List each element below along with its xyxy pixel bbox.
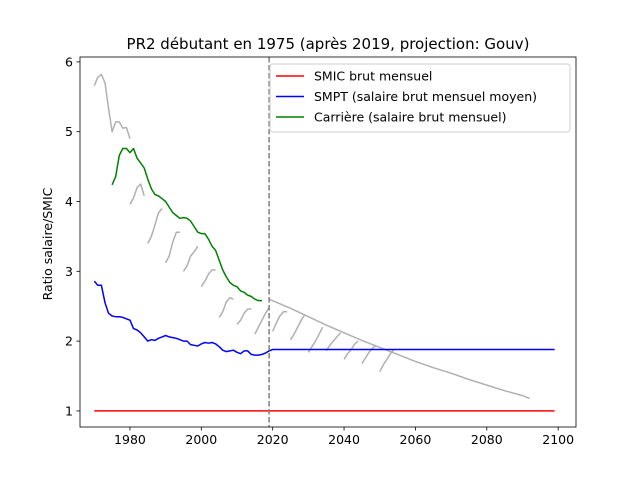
y-tick-label: 2 — [65, 334, 73, 349]
y-tick-label: 1 — [65, 403, 73, 418]
series-line-career-segment-19 — [268, 298, 530, 400]
series-line-carrière — [111, 147, 262, 302]
y-tick-label: 3 — [65, 264, 73, 279]
series-line-career-segment-9 — [218, 297, 234, 318]
legend-label: SMIC brut mensuel — [314, 69, 432, 84]
y-axis-label: Ratio salaire/SMIC — [40, 187, 55, 300]
series-line-career-segment-4 — [129, 183, 145, 205]
series-line-career-segment-14 — [307, 326, 324, 353]
plot-area: 1980 2000 2020 2040 2060 2080 2100 1 2 3 4 5 6 — [65, 54, 577, 447]
series-line-career-segment-13 — [289, 314, 306, 341]
x-tick-label: 1980 — [114, 432, 146, 447]
x-tick-label: 2000 — [185, 432, 217, 447]
axes-frame — [79, 56, 577, 428]
y-tick-label: 4 — [65, 194, 73, 209]
chart-title: PR2 débutant en 1975 (après 2019, projec… — [127, 35, 530, 53]
x-tick-label: 2020 — [257, 432, 289, 447]
series-line-career-segment-17 — [361, 344, 377, 364]
legend-label: SMPT (salaire brut mensuel moyen) — [314, 89, 537, 104]
series-line-career-segment-7 — [182, 245, 199, 272]
x-tick-label: 2100 — [542, 432, 574, 447]
series-line-career-segment-8 — [200, 269, 216, 288]
series-line-career-segment-11 — [254, 307, 270, 335]
x-tick-label: 2060 — [400, 432, 432, 447]
series-line-smpt — [93, 280, 555, 356]
series-line-career-segment-3 — [93, 73, 131, 139]
series-line-career-segment-5 — [147, 208, 163, 244]
y-tick-label: 5 — [65, 124, 73, 139]
series-line-career-segment-12 — [272, 311, 287, 332]
legend: SMIC brut mensuel SMPT (salaire brut mens… — [269, 63, 571, 133]
x-tick-label: 2040 — [328, 432, 360, 447]
series-line-career-segment-10 — [236, 308, 252, 325]
y-tick-label: 6 — [65, 54, 73, 69]
series-line-career-segment-15 — [325, 332, 342, 352]
series-line-career-segment-6 — [164, 231, 180, 264]
legend-label: Carrière (salaire brut mensuel) — [314, 110, 506, 125]
x-tick-label: 2080 — [471, 432, 503, 447]
legend-box — [269, 63, 571, 133]
